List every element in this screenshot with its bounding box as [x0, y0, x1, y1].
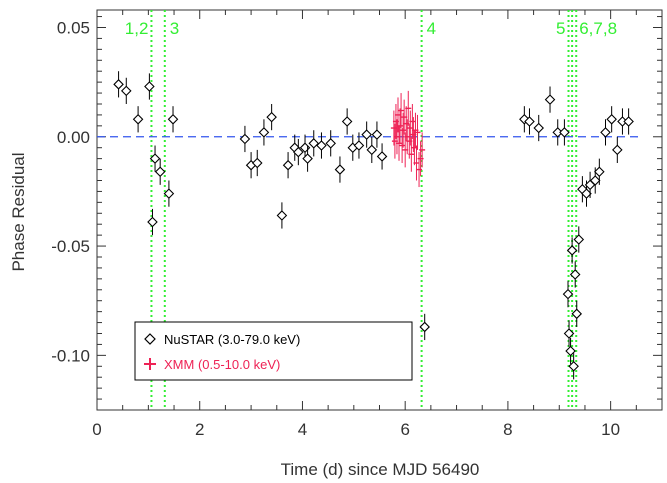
y-tick-label: -0.05 — [51, 237, 90, 256]
data-point — [371, 129, 383, 140]
data-point — [589, 175, 601, 186]
data-point — [302, 153, 313, 164]
data-layer — [113, 71, 634, 380]
x-tick-label: 6 — [400, 420, 409, 439]
legend-marker-nustar — [144, 333, 156, 345]
data-point — [612, 144, 623, 156]
x-axis-title: Time (d) since MJD 56490 — [281, 460, 480, 479]
data-point — [562, 288, 574, 300]
data-point — [147, 216, 158, 228]
legend-label-nustar: NuSTAR (3.0-79.0 keV) — [164, 332, 300, 347]
data-point — [623, 116, 634, 127]
data-point — [325, 138, 336, 149]
x-tick-label: 4 — [298, 420, 307, 439]
data-point — [282, 159, 294, 171]
data-point — [573, 234, 585, 245]
data-point — [376, 151, 388, 162]
data-point — [544, 94, 556, 105]
data-point — [559, 127, 570, 138]
data-point — [163, 188, 175, 199]
data-point — [266, 111, 277, 123]
data-point — [341, 116, 353, 127]
event-label: 1,2 — [125, 19, 149, 38]
data-point — [308, 138, 320, 149]
x-tick-label: 10 — [601, 420, 620, 439]
data-point — [524, 116, 535, 127]
data-point — [154, 166, 166, 178]
data-point — [571, 308, 583, 320]
x-tick-label: 2 — [195, 420, 204, 439]
data-point — [353, 140, 365, 151]
data-point — [366, 144, 378, 156]
event-label: 5 — [556, 19, 565, 38]
event-label: 4 — [427, 19, 436, 38]
data-point — [563, 328, 575, 339]
events-layer: 1,2 3 4 5 6,7,8 — [125, 10, 617, 410]
data-point — [258, 127, 270, 138]
y-axis-title: Phase Residual — [9, 152, 28, 271]
data-point — [132, 114, 144, 125]
data-point — [334, 164, 346, 175]
data-point — [361, 129, 372, 140]
data-point — [569, 269, 581, 280]
data-point — [149, 153, 161, 164]
data-point — [316, 140, 327, 151]
data-point — [167, 114, 179, 125]
data-point — [606, 114, 617, 125]
data-point — [120, 85, 132, 97]
legend-label-xmm: XMM (0.5-10.0 keV) — [164, 357, 280, 372]
event-label: 3 — [170, 19, 179, 38]
data-point — [276, 210, 288, 221]
y-tick-label: 0.05 — [57, 18, 90, 37]
data-point — [600, 127, 611, 138]
data-point — [594, 166, 605, 178]
x-tick-label: 0 — [92, 420, 101, 439]
data-point — [419, 321, 430, 333]
series-nustar — [113, 71, 634, 380]
data-point — [581, 188, 592, 199]
data-point — [144, 81, 155, 92]
legend-box — [134, 321, 413, 381]
data-point — [568, 361, 579, 372]
legend: NuSTAR (3.0-79.0 keV) XMM (0.5-10.0 keV) — [134, 321, 413, 381]
data-point — [565, 345, 576, 357]
data-point — [293, 146, 304, 158]
data-point — [239, 133, 251, 145]
y-tick-label: 0.00 — [57, 128, 90, 147]
data-point — [113, 79, 124, 90]
event-label: 6,7,8 — [579, 19, 617, 38]
data-point — [251, 157, 263, 169]
legend-marker-xmm — [144, 358, 156, 370]
y-tick-label: -0.10 — [51, 346, 90, 365]
series-xmm — [390, 90, 426, 188]
data-point — [533, 122, 545, 134]
axes-layer: 0 2 4 6 8 10 0.05 0.00 -0.05 -0.10 — [51, 10, 663, 439]
x-tick-label: 8 — [503, 420, 512, 439]
data-point — [566, 245, 578, 256]
